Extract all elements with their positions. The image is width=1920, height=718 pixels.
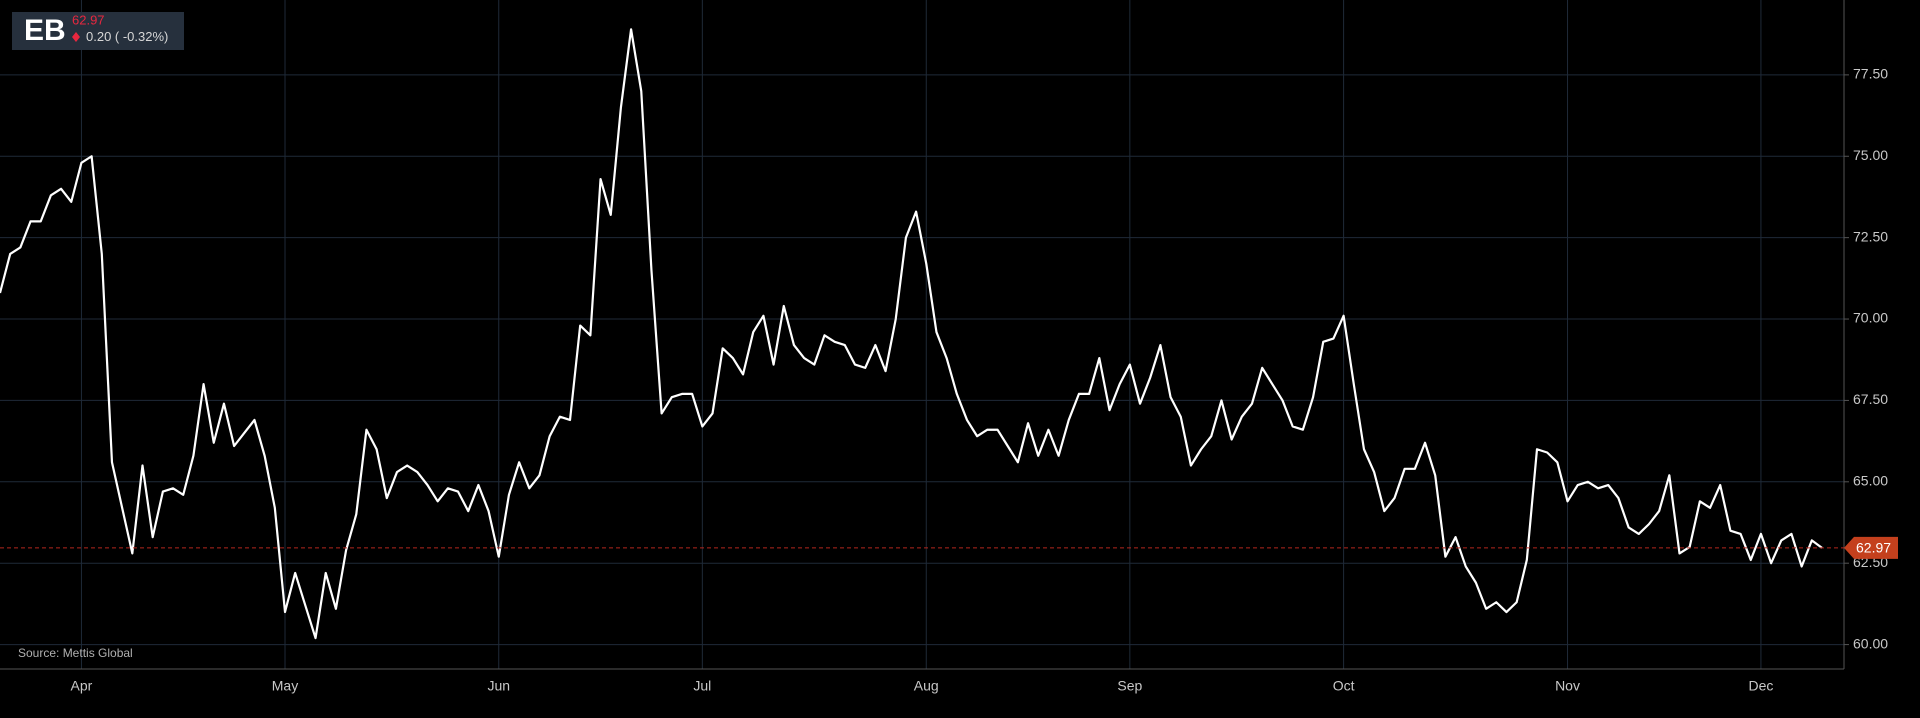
source: Source: Mettis Global — [18, 646, 133, 660]
ticker-box-bg — [12, 12, 184, 50]
ticker-box: EB 62.97 0.20 ( -0.32%) — [12, 12, 184, 50]
x-tick-label: Sep — [1117, 678, 1142, 694]
price-line — [0, 28, 1823, 640]
y-tick-label: 70.00 — [1853, 310, 1888, 326]
x-tick-label: Aug — [914, 678, 939, 694]
y-tick-label: 60.00 — [1853, 635, 1888, 651]
y-tick-label: 67.50 — [1853, 391, 1888, 407]
last-price-tag — [1844, 536, 1898, 559]
plot — [0, 28, 1844, 640]
down-icon — [72, 32, 80, 42]
last-price-label: 62.97 — [1856, 540, 1891, 556]
x-tick-label: Dec — [1748, 678, 1773, 694]
x-tick-label: Jul — [693, 678, 711, 694]
y-tick-label: 65.00 — [1853, 473, 1888, 489]
y-tick-label: 72.50 — [1853, 228, 1888, 244]
x-tick-label: Jun — [487, 678, 510, 694]
x-tick-label: Oct — [1333, 678, 1355, 694]
x-tick-label: Apr — [71, 678, 93, 694]
y-tick-label: 77.50 — [1853, 66, 1888, 82]
change: 0.20 ( -0.32%) — [86, 29, 168, 44]
grid — [0, 0, 1849, 669]
price: 62.97 — [72, 12, 105, 27]
y-tick-label: 75.00 — [1853, 147, 1888, 163]
x-tick-label: May — [272, 678, 298, 694]
x-tick-label: Nov — [1555, 678, 1580, 694]
ticker: EB — [24, 14, 66, 47]
